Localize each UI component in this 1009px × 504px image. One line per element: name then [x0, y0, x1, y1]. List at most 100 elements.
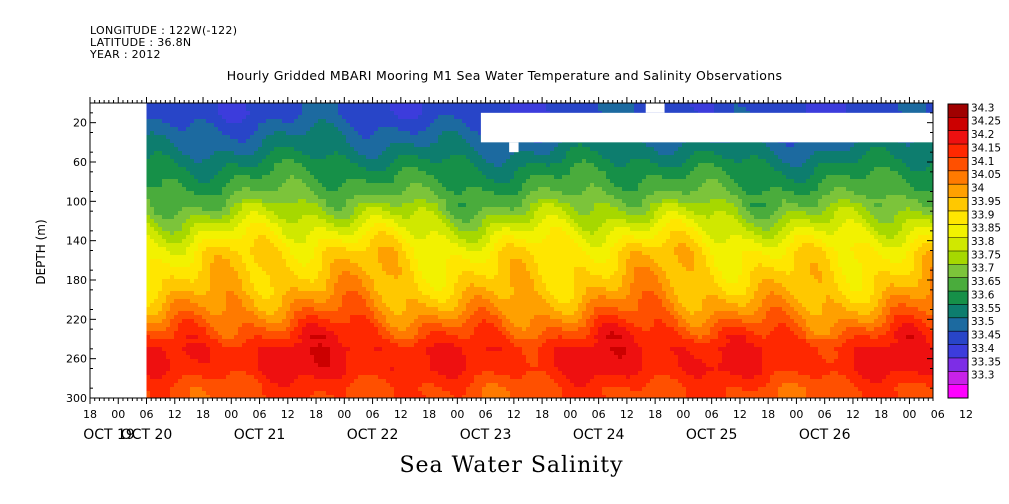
colorbar-label: 34.3: [971, 102, 994, 114]
x-tick-label: 06: [140, 408, 154, 421]
y-tick-label: 180: [66, 274, 87, 287]
colorbar-label: 33.45: [971, 330, 1001, 342]
x-day-label: OCT 22: [347, 427, 399, 443]
missing-data-block: [509, 142, 519, 153]
salinity-field: [146, 103, 933, 398]
colorbar-swatch: [948, 264, 968, 279]
colorbar-label: 34.1: [971, 156, 994, 168]
colorbar-label: 33.85: [971, 223, 1001, 235]
x-day-label: OCT 23: [460, 427, 512, 443]
x-tick-label: 18: [761, 408, 775, 421]
colorbar-label: 34: [971, 183, 985, 195]
colorbar-swatch: [948, 144, 968, 158]
x-tick-label: 12: [281, 408, 295, 421]
colorbar-swatch: [948, 197, 968, 212]
x-tick-label: 06: [479, 408, 493, 421]
x-tick-label: 00: [224, 408, 238, 421]
year-label: YEAR : 2012: [90, 48, 161, 61]
colorbar-swatch: [948, 277, 968, 292]
chart-subtitle: Sea Water Salinity: [399, 453, 624, 478]
x-tick-label: 06: [705, 408, 719, 421]
colorbar-label: 33.65: [971, 276, 1001, 288]
missing-data-mask: [480, 103, 933, 153]
x-tick-label: 00: [563, 408, 577, 421]
y-tick-label: 100: [66, 195, 87, 208]
x-tick-label: 18: [196, 408, 210, 421]
colorbar-swatch: [948, 331, 968, 345]
colorbar-label: 33.8: [971, 236, 994, 248]
colorbar-label: 33.55: [971, 303, 1001, 315]
x-day-label: OCT 26: [799, 427, 851, 443]
y-tick-label: 220: [66, 313, 87, 326]
axes: 20 60 100 140 180 220 260 300 18 00 06 12 18 00 06 12 18…: [66, 97, 973, 443]
missing-data-block: [480, 112, 933, 143]
colorbar-label: 33.5: [971, 316, 994, 328]
x-tick-label: 06: [253, 408, 267, 421]
x-day-label: OCT 24: [573, 427, 625, 443]
x-tick-label: 12: [846, 408, 860, 421]
colorbar-swatch: [948, 371, 968, 385]
x-tick-label: 18: [422, 408, 436, 421]
colorbar-swatch: [948, 384, 968, 399]
colorbar-label: 34.05: [971, 169, 1001, 181]
x-tick-label: 12: [620, 408, 634, 421]
x-tick-label: 06: [931, 408, 945, 421]
colorbar-label: 33.9: [971, 209, 994, 221]
x-tick-label: 18: [83, 408, 97, 421]
x-tick-label: 12: [507, 408, 521, 421]
colorbar-label: 33.35: [971, 356, 1001, 368]
colorbar-label: 34.2: [971, 129, 994, 141]
colorbar-label: 33.6: [971, 289, 995, 301]
colorbar-swatch: [948, 170, 968, 185]
colorbar-label: 33.7: [971, 263, 994, 275]
chart-title: Hourly Gridded MBARI Mooring M1 Sea Wate…: [226, 68, 783, 83]
x-tick-label: 12: [394, 408, 408, 421]
y-axis-label: DEPTH (m): [34, 219, 48, 284]
colorbar-label: 33.3: [971, 370, 994, 382]
latitude-label: LATITUDE : 36.8N: [90, 36, 192, 49]
colorbar-swatch: [948, 317, 968, 332]
colorbar-swatch: [948, 237, 968, 252]
x-tick-label: 12: [959, 408, 973, 421]
x-tick-label: 00: [337, 408, 351, 421]
colorbar-swatch: [948, 184, 968, 198]
x-tick-label: 06: [818, 408, 832, 421]
missing-data-block: [645, 103, 665, 113]
colorbar-label: 33.4: [971, 343, 995, 355]
colorbar-swatch: [948, 117, 968, 132]
x-tick-label: 00: [902, 408, 916, 421]
colorbar-swatch: [948, 224, 968, 238]
colorbar-swatch: [948, 291, 968, 305]
colorbar-swatch: [948, 357, 968, 372]
y-tick-label: 20: [73, 117, 87, 130]
colorbar-swatch: [948, 157, 968, 172]
x-tick-label: 12: [168, 408, 182, 421]
x-tick-label: 18: [535, 408, 549, 421]
y-tick-label: 260: [66, 353, 87, 366]
colorbar-swatch: [948, 344, 968, 359]
x-day-label: OCT 21: [234, 427, 286, 443]
x-tick-label: 00: [111, 408, 125, 421]
x-day-label: OCT 20: [121, 427, 173, 443]
colorbar-swatch: [948, 130, 968, 145]
y-tick-label: 60: [73, 156, 87, 169]
x-tick-label: 00: [789, 408, 803, 421]
x-tick-label: 00: [450, 408, 464, 421]
colorbar-label: 33.75: [971, 249, 1001, 261]
colorbar-swatch: [948, 104, 968, 118]
y-tick-label: 300: [66, 392, 87, 405]
colorbar-label: 34.25: [971, 116, 1001, 128]
colorbar-label: 34.15: [971, 142, 1001, 154]
x-tick-label: 06: [366, 408, 380, 421]
x-tick-label: 18: [874, 408, 888, 421]
x-tick-label: 00: [676, 408, 690, 421]
longitude-label: LONGITUDE : 122W(-122): [90, 24, 238, 37]
x-tick-label: 06: [592, 408, 606, 421]
x-tick-label: 18: [648, 408, 662, 421]
colorbar-swatch: [948, 251, 968, 265]
x-tick-label: 12: [733, 408, 747, 421]
x-day-label: OCT 25: [686, 427, 738, 443]
x-day-label: OCT 19: [83, 427, 135, 443]
